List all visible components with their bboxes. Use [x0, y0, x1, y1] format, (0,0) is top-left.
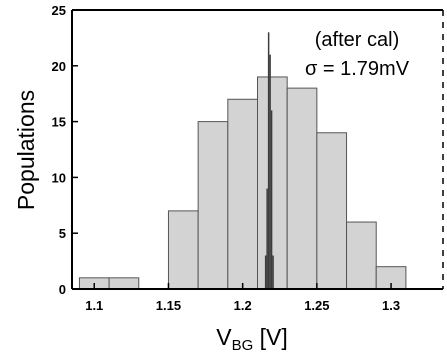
- x-axis-title-main: V: [216, 324, 232, 350]
- x-tick-label-1: 1.15: [156, 298, 181, 313]
- y-tick-label-3: 15: [52, 115, 66, 130]
- axes: [71, 9, 444, 290]
- bar-before-4: [197, 121, 229, 290]
- x-tick-label-3: 1.25: [304, 298, 329, 313]
- annotation-sigma: σ = 1.79mV: [305, 58, 410, 80]
- bar-before-3: [167, 210, 199, 290]
- y-tick-label-2: 10: [52, 170, 66, 185]
- bars-after-calibration: [264, 32, 274, 289]
- y-tick-label-0: 0: [59, 282, 66, 297]
- bar-before-5: [227, 98, 259, 290]
- bar-before-9: [346, 221, 377, 290]
- x-tick-label-4: 1.3: [382, 298, 400, 313]
- annotation-after-cal: (after cal): [315, 29, 399, 51]
- y-axis-title: Populations: [13, 90, 39, 210]
- bar-after-2: [267, 32, 270, 289]
- x-tick-label-2: 1.2: [234, 298, 252, 313]
- bar-after-1: [266, 188, 268, 289]
- y-tick-label-5: 25: [52, 3, 66, 18]
- bar-after-3: [269, 54, 271, 289]
- y-tick-label-1: 5: [59, 226, 66, 241]
- bar-after-4: [270, 110, 273, 289]
- x-axis-title-unit: [V]: [260, 324, 288, 350]
- x-axis-title: VBG [V]: [216, 324, 288, 354]
- ticks: 0 5 10 15 20 25 1.1 1.15 1.2 1.25 1.3: [52, 3, 401, 313]
- bar-after-0: [264, 255, 267, 289]
- x-axis-title-sub: BG: [232, 337, 254, 354]
- x-tick-label-0: 1.1: [85, 298, 103, 313]
- bar-before-7: [286, 87, 318, 290]
- bar-after-5: [272, 255, 274, 289]
- bar-before-1: [108, 277, 140, 290]
- bars-before-calibration: [78, 76, 407, 290]
- y-tick-label-4: 20: [52, 59, 66, 74]
- bar-before-8: [316, 132, 348, 290]
